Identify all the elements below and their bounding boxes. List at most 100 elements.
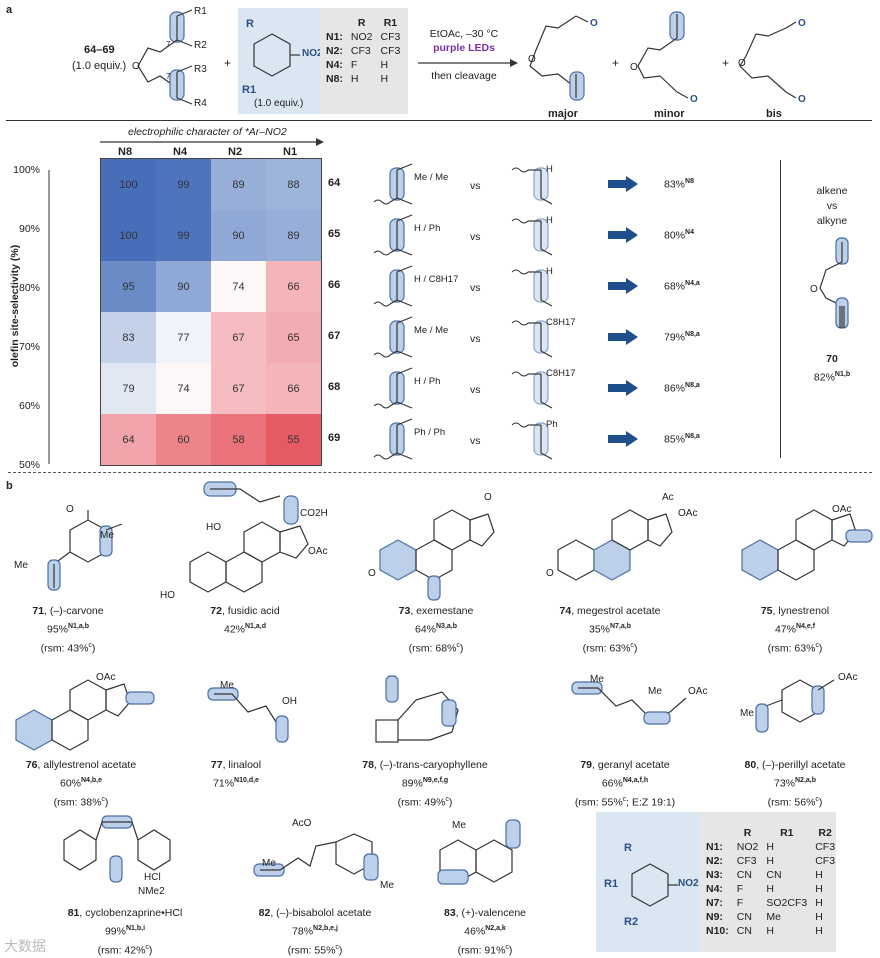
comparison-right-substituent: C8H17 (546, 317, 576, 328)
comparison-result: 80%N4 (664, 229, 694, 242)
comparison-left-olefin (373, 265, 413, 307)
label-oac-80: OAc (838, 672, 858, 683)
reagent-table-cell: CF3 (815, 855, 836, 867)
product-major-structure: O O (528, 15, 598, 101)
result-arrow-icon (608, 380, 638, 396)
compound-71-structure (47, 510, 123, 591)
reagent-b-r2: R2 (624, 916, 639, 928)
heatmap-column-label: N8 (118, 146, 133, 158)
comparison-result: 83%N8 (664, 178, 694, 191)
compound-80-caption: 80, (–)-perillyl acetate 73%N2,a,b (rsm: 5… (744, 759, 846, 808)
heatmap-cell: 74 (156, 363, 211, 414)
label-o-74: O (546, 568, 554, 579)
heatmap-row-label: 68 (328, 381, 341, 393)
label-me-82b: Me (380, 880, 394, 891)
col-r: R (357, 17, 366, 29)
heatmap-axis-arrow (100, 138, 324, 146)
heatmap-y-tick: 80% (18, 282, 40, 294)
svg-text:O: O (798, 18, 806, 29)
comparison-left-olefin (373, 163, 413, 205)
heatmap-y-tick: 70% (18, 341, 40, 353)
comparison-result: 85%N8,a (664, 433, 700, 446)
heatmap-cell: 65 (266, 312, 321, 363)
compound-70-caption: 70 82%N1,b (813, 353, 851, 384)
reagent-no2: NO2 (302, 48, 323, 59)
label-me-79b: Me (648, 686, 662, 697)
reagent-table-cell: CF3 (736, 855, 757, 867)
comparison-right-olefin (511, 269, 553, 307)
heatmap-cell: 95 (101, 261, 156, 312)
compound-75-caption: 75, lynestrenol 47%N4,e,f (rsm: 63%c) (760, 605, 830, 654)
comparison-vs: vs (470, 435, 481, 447)
reagent-b-r1: R1 (604, 878, 619, 890)
panel-a-label: a (6, 4, 13, 16)
substrate-r2: R2 (194, 40, 207, 51)
compound-81-structure (63, 815, 171, 883)
comparison-vs: vs (470, 333, 481, 345)
compound-76-structure (15, 679, 155, 751)
comparison-right-olefin (511, 371, 553, 409)
heatmap-cell: 99 (156, 159, 211, 210)
compound-71-caption: 71, (–)-carvone 95%N1,a,b (rsm: 43%c) (32, 605, 104, 654)
reagent-table-cell: H (766, 841, 774, 853)
heatmap-y-tick: 50% (18, 459, 40, 471)
comparison-result: 68%N4,a (664, 280, 700, 293)
svg-text:O: O (630, 62, 638, 73)
heatmap-cell: 58 (211, 414, 266, 465)
compound-78-caption: 78, (–)-trans-caryophyllene 89%N9,e,f,g (r… (362, 759, 488, 808)
substrate-r3: R3 (194, 64, 207, 75)
heatmap-cell: 89 (266, 210, 321, 261)
reagent-table-cell: CN (736, 911, 752, 923)
comparison-right-olefin (511, 167, 553, 205)
substrate-structure: O (132, 9, 193, 105)
comparison-right-substituent: C8H17 (546, 368, 576, 379)
reagent-table-header: R1 (780, 827, 794, 839)
label-hcl-81: HCl (144, 872, 161, 883)
compound-79-structure (571, 681, 687, 725)
product-major-label: major (548, 108, 578, 120)
substrate-equiv: (1.0 equiv.) (72, 60, 127, 72)
heatmap-grid: 100 99 89 88 100 99 90 89 95 90 74 66 83 77 67 65 79 74 67… (100, 158, 322, 466)
reagent-table-cell: N10: (706, 925, 729, 937)
comparison-right-substituent: H (546, 266, 553, 277)
heatmap-y-tick: 90% (18, 223, 40, 235)
heatmap-cell: 90 (156, 261, 211, 312)
compound-83-caption: 83, (+)-valencene 46%N2,a,k (rsm: 91%c) (443, 907, 526, 956)
substrate-chain-top: 7 (166, 40, 171, 49)
comparison-right-olefin (511, 218, 553, 256)
reagent-table-cell: CN (766, 869, 782, 881)
comparison-left-substituents: Me / Me (414, 325, 449, 336)
reagent-table-header: R2 (818, 827, 832, 839)
reagent-table-cell: N9: (706, 911, 723, 923)
comparison-vs: vs (470, 282, 481, 294)
reagent-table-cell: N7: (706, 897, 723, 909)
label-me-77: Me (220, 680, 234, 691)
comparison-vs: vs (470, 180, 481, 192)
heatmap-row-label: 65 (328, 228, 341, 240)
comparison-left-olefin (373, 316, 413, 358)
svg-text:O: O (690, 94, 698, 105)
label-o-73b: O (368, 568, 376, 579)
heatmap-cell: 90 (211, 210, 266, 261)
result-arrow-icon (608, 176, 638, 192)
comparison-left-olefin (373, 367, 413, 409)
svg-text:O: O (798, 94, 806, 105)
condition-light: purple LEDs (433, 42, 495, 54)
heatmap-row-label: 67 (328, 330, 341, 342)
substrate-r4: R4 (194, 98, 207, 109)
label-me-71b: Me (14, 560, 28, 571)
svg-text:O: O (132, 61, 140, 72)
reagent-r: R (246, 18, 254, 30)
reaction-arrow (418, 59, 518, 67)
comparison-vs: vs (470, 231, 481, 243)
substrate-chain-bottom: 7 (166, 72, 171, 81)
nitroarene-structure-b (631, 863, 678, 907)
label-aco-82: AcO (292, 818, 312, 829)
side-70-label: alkene vs alkyne (816, 185, 848, 227)
label-o-73: O (484, 492, 492, 503)
plus-sign: + (224, 56, 232, 70)
heatmap-axis-title: electrophilic character of *Ar–NO2 (128, 126, 287, 138)
comparison-left-olefin (373, 214, 413, 256)
condition-solvent: EtOAc, –30 °C (429, 28, 499, 40)
heatmap-cell: 66 (266, 261, 321, 312)
